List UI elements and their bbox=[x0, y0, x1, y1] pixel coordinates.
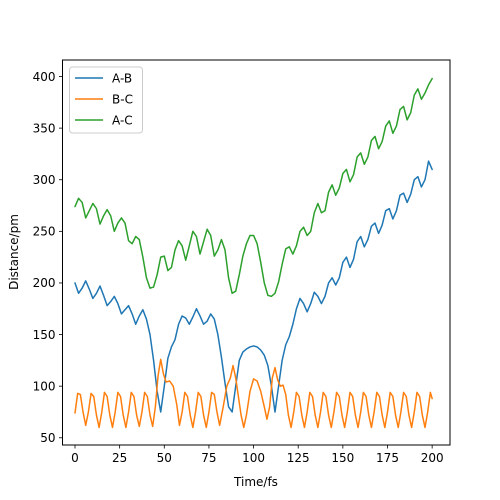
y-tick-label: 200 bbox=[33, 276, 56, 290]
x-tick-label: 0 bbox=[71, 451, 79, 465]
x-axis-ticks: 0 25 50 75 100 125 150 175 200 bbox=[71, 445, 444, 465]
plot-frame bbox=[62, 59, 451, 446]
x-tick-label: 50 bbox=[157, 451, 172, 465]
series-layer bbox=[74, 77, 433, 429]
legend-label-b-c: B-C bbox=[112, 92, 133, 106]
series-line-a-c bbox=[74, 77, 433, 298]
y-tick-label: 300 bbox=[33, 173, 56, 187]
y-tick-label: 250 bbox=[33, 225, 56, 239]
legend-frame bbox=[69, 66, 143, 134]
x-tick-label: 200 bbox=[421, 451, 444, 465]
x-tick-label: 25 bbox=[112, 451, 127, 465]
legend: A-B B-C A-C bbox=[69, 66, 143, 134]
x-tick-label: 150 bbox=[331, 451, 354, 465]
x-axis-label: Time/fs bbox=[233, 475, 278, 489]
series-line-b-c bbox=[74, 358, 433, 429]
x-tick-label: 175 bbox=[376, 451, 399, 465]
y-axis-ticks: 50 100 150 200 250 300 350 400 bbox=[33, 70, 63, 445]
series-line-a-b bbox=[74, 160, 433, 413]
x-tick-label: 75 bbox=[201, 451, 216, 465]
x-tick-label: 100 bbox=[242, 451, 265, 465]
y-tick-label: 400 bbox=[33, 70, 56, 84]
y-axis-label: Distance/pm bbox=[7, 214, 21, 290]
y-tick-label: 100 bbox=[33, 379, 56, 393]
y-tick-label: 150 bbox=[33, 328, 56, 342]
legend-label-a-b: A-B bbox=[112, 71, 132, 85]
y-tick-label: 50 bbox=[40, 431, 55, 445]
legend-label-a-c: A-C bbox=[112, 113, 133, 127]
y-tick-label: 350 bbox=[33, 121, 56, 135]
x-tick-label: 125 bbox=[287, 451, 310, 465]
